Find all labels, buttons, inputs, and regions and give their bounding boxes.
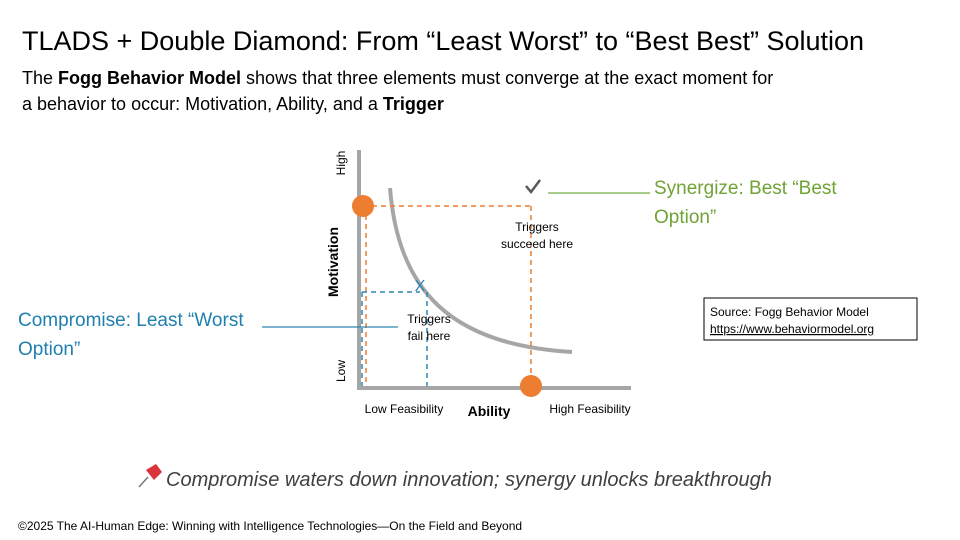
high-ability-dot — [520, 375, 542, 397]
x-axis-label: Ability — [468, 403, 511, 419]
source-box — [703, 297, 918, 341]
y-high-label: High — [334, 151, 348, 176]
source-link: https://www.behaviormodel.org — [710, 322, 874, 336]
compromise-label: Option” — [18, 339, 80, 360]
y-axis-label: Motivation — [325, 227, 341, 297]
fail-zone-label: fail here — [408, 329, 451, 343]
subtitle-text: shows that three elements must converge … — [241, 68, 773, 88]
fail-zone-label: Triggers — [407, 312, 451, 326]
x-high-label: High Feasibility — [549, 402, 630, 416]
title: TLADS + Double Diamond: From “Least Wors… — [22, 26, 864, 56]
subtitle-text: The — [22, 68, 58, 88]
subtitle-line: a behavior to occur: Motivation, Ability… — [22, 94, 444, 114]
x-low-label: Low Feasibility — [365, 402, 444, 416]
tagline: Compromise waters down innovation; syner… — [166, 469, 772, 491]
best-guides — [363, 205, 532, 386]
footer: ©2025 The AI-Human Edge: Winning with In… — [18, 519, 522, 533]
subtitle-line: The Fogg Behavior Model shows that three… — [22, 68, 773, 88]
compromise-label: Compromise: Least “Worst — [18, 310, 244, 331]
subtitle-bold: Trigger — [383, 94, 444, 114]
success-zone-label: succeed here — [501, 237, 573, 251]
worst-guides — [361, 291, 428, 386]
check-mark — [525, 179, 541, 195]
action-line — [388, 187, 573, 354]
success-zone-label: Triggers — [515, 220, 559, 234]
high-motivation-dot — [352, 195, 374, 217]
source-label: Source: Fogg Behavior Model — [710, 305, 869, 319]
fail-marker: X — [415, 278, 426, 295]
synergize-label: Synergize: Best “Best — [654, 178, 837, 199]
subtitle-text: a behavior to occur: Motivation, Ability… — [22, 94, 383, 114]
synergize-label: Option” — [654, 207, 716, 228]
pushpin-icon — [138, 464, 162, 488]
y-low-label: Low — [334, 360, 348, 382]
subtitle-bold: Fogg Behavior Model — [58, 68, 241, 88]
